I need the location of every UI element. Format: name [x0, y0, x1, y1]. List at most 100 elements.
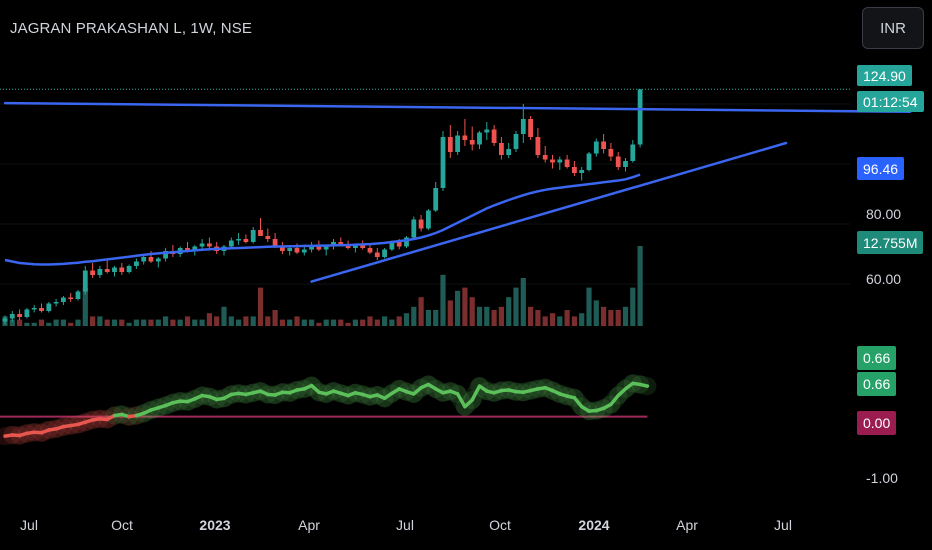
volume-bar — [367, 316, 373, 326]
candle — [550, 155, 555, 169]
time-axis-label: 2024 — [578, 517, 610, 533]
countdown-badge: 01:12:54 — [857, 91, 924, 112]
candle — [601, 134, 606, 154]
volume-bar — [46, 322, 52, 326]
price-axis-label: 60.00 — [866, 271, 902, 287]
price-candles — [2, 89, 643, 325]
candle — [68, 293, 74, 302]
oscillator-segment — [609, 393, 620, 407]
time-axis-label: 2023 — [199, 517, 231, 533]
volume-bar — [549, 313, 556, 326]
candle — [572, 161, 577, 176]
candle — [520, 104, 526, 143]
volume-bar — [243, 316, 249, 326]
volume-bar — [24, 322, 30, 326]
volume-bar — [90, 316, 96, 326]
volume-bar — [104, 319, 110, 326]
volume-bar — [338, 319, 344, 326]
volume-bar — [586, 287, 592, 326]
volume-bar — [163, 316, 169, 326]
volume-bar — [352, 319, 358, 326]
volume-bar — [447, 300, 453, 326]
volume-bar — [542, 316, 548, 326]
volume-bar — [272, 310, 278, 326]
candle — [163, 248, 168, 262]
currency-button[interactable]: INR — [862, 7, 924, 49]
volume-bar — [462, 287, 468, 326]
volume-bar — [498, 306, 504, 326]
oscillator-zero-badge: 0.00 — [857, 411, 897, 435]
candle — [637, 89, 643, 148]
volume-bar — [192, 319, 198, 326]
candle — [440, 131, 446, 191]
candle — [499, 137, 504, 160]
volume-bar — [221, 306, 227, 326]
oscillator-segment — [470, 384, 482, 402]
candle — [411, 216, 417, 239]
volume-bar — [491, 310, 497, 326]
candle — [528, 116, 533, 140]
candle — [586, 152, 592, 172]
volume-bar — [301, 319, 307, 326]
candle — [455, 131, 460, 155]
candle — [564, 155, 570, 169]
volume-bar — [440, 274, 446, 326]
volume-bar — [38, 319, 45, 326]
volume-bar — [206, 313, 212, 326]
volume-bar — [97, 316, 103, 326]
trendline-rising-support — [310, 141, 788, 283]
volume-bar — [615, 310, 621, 326]
candle — [258, 218, 263, 236]
volume-bar — [228, 316, 234, 326]
candle — [97, 266, 103, 278]
candle — [491, 125, 497, 146]
candle — [557, 156, 563, 170]
volume-bar — [177, 319, 183, 326]
time-axis-label: Oct — [111, 517, 133, 533]
volume-bar — [506, 297, 512, 326]
volume-bar — [111, 319, 118, 326]
volume-bar — [323, 319, 329, 326]
volume-bar — [31, 322, 37, 326]
volume-bars — [2, 246, 643, 326]
volume-bar — [601, 306, 607, 326]
volume-bar — [68, 322, 74, 326]
candle — [243, 234, 249, 244]
candle — [46, 302, 52, 313]
candle — [309, 242, 314, 253]
time-axis-label: Apr — [298, 517, 320, 533]
volume-bar — [148, 319, 154, 326]
candle — [608, 143, 614, 161]
candle — [90, 263, 95, 278]
volume-bar — [396, 316, 402, 326]
candle — [2, 315, 8, 325]
volume-bar — [520, 278, 526, 326]
candle — [207, 237, 212, 248]
candle — [104, 260, 110, 274]
candle — [75, 290, 81, 301]
candle — [382, 248, 387, 259]
volume-bar — [433, 310, 439, 326]
oscillator-value-badge: 0.66 — [857, 346, 897, 370]
volume-bar — [141, 319, 147, 326]
candle — [542, 146, 548, 163]
volume-badge: 12.755M — [857, 231, 924, 254]
candle — [593, 138, 599, 157]
volume-bar — [622, 306, 629, 326]
trendline-resistance — [3, 101, 912, 114]
candle — [513, 131, 519, 152]
volume-bar — [184, 316, 191, 326]
volume-bar — [330, 319, 337, 326]
volume-bar — [557, 316, 563, 326]
candle — [280, 242, 285, 254]
volume-bar — [403, 313, 410, 326]
candle — [199, 239, 205, 250]
oscillator-value-badge: 0.66 — [857, 372, 897, 396]
oscillator-segment — [455, 392, 467, 409]
candle — [39, 303, 44, 313]
last-price-badge: 124.90 — [857, 65, 912, 86]
volume-bar — [257, 287, 264, 326]
volume-bar — [535, 310, 541, 326]
candle — [535, 128, 541, 158]
